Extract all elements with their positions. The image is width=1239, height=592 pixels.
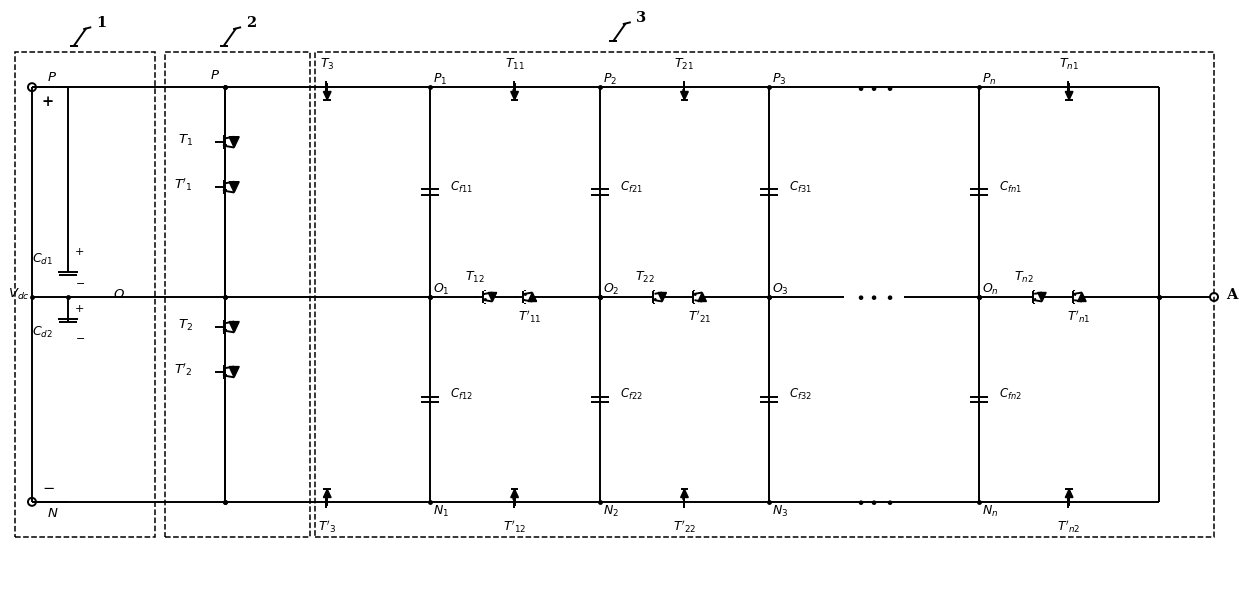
Text: $T'_3$: $T'_3$ <box>318 519 336 535</box>
Text: $C_{fn2}$: $C_{fn2}$ <box>999 387 1022 402</box>
Text: $T'_{n2}$: $T'_{n2}$ <box>1057 519 1080 535</box>
Text: $N_2$: $N_2$ <box>602 504 618 519</box>
Polygon shape <box>223 330 227 331</box>
Polygon shape <box>1072 294 1075 295</box>
Polygon shape <box>223 190 227 191</box>
Polygon shape <box>1066 489 1073 497</box>
Text: $O_2$: $O_2$ <box>602 281 620 297</box>
Polygon shape <box>229 182 239 192</box>
Text: +: + <box>42 95 55 109</box>
Text: A: A <box>1227 288 1238 302</box>
Polygon shape <box>510 489 518 497</box>
Text: $O_1$: $O_1$ <box>432 281 450 297</box>
Text: $T'_{11}$: $T'_{11}$ <box>518 308 541 325</box>
Polygon shape <box>326 89 327 92</box>
Text: $-$: $-$ <box>74 277 85 287</box>
Text: $P$: $P$ <box>47 70 57 83</box>
Text: $C_{d2}$: $C_{d2}$ <box>32 324 53 340</box>
Text: $N_n$: $N_n$ <box>983 504 999 519</box>
Text: $C_{f22}$: $C_{f22}$ <box>620 387 642 402</box>
Text: $T_{22}$: $T_{22}$ <box>634 269 654 285</box>
Text: $T'_2$: $T'_2$ <box>173 362 193 378</box>
Polygon shape <box>229 366 239 377</box>
Polygon shape <box>523 294 527 295</box>
Text: $O_n$: $O_n$ <box>983 281 999 297</box>
Bar <box>15 52 155 537</box>
Polygon shape <box>510 92 518 100</box>
Polygon shape <box>528 292 536 301</box>
Polygon shape <box>1038 292 1046 301</box>
Bar <box>315 52 1214 537</box>
Text: $P_3$: $P_3$ <box>772 72 787 86</box>
Polygon shape <box>653 299 657 300</box>
Polygon shape <box>1068 497 1069 500</box>
Polygon shape <box>683 497 684 500</box>
Polygon shape <box>1068 89 1069 92</box>
Text: $N_3$: $N_3$ <box>772 504 788 519</box>
Text: $O_3$: $O_3$ <box>772 281 789 297</box>
Polygon shape <box>680 489 689 497</box>
Polygon shape <box>513 89 514 92</box>
Text: $P_n$: $P_n$ <box>983 72 996 86</box>
Text: $P_1$: $P_1$ <box>432 72 447 86</box>
Text: $T'_{21}$: $T'_{21}$ <box>688 308 711 325</box>
Text: $V_{dc}$: $V_{dc}$ <box>9 287 30 301</box>
Text: $T'_{n1}$: $T'_{n1}$ <box>1067 308 1092 325</box>
Polygon shape <box>1032 299 1036 300</box>
Text: 3: 3 <box>636 11 646 25</box>
Polygon shape <box>229 321 239 332</box>
Text: $T_{11}$: $T_{11}$ <box>504 57 524 72</box>
Polygon shape <box>483 299 487 300</box>
Text: $\bullet\bullet\bullet$: $\bullet\bullet\bullet$ <box>855 79 893 96</box>
Text: $N_1$: $N_1$ <box>432 504 449 519</box>
Text: $C_{f31}$: $C_{f31}$ <box>789 179 813 195</box>
Text: $C_{f12}$: $C_{f12}$ <box>450 387 472 402</box>
Text: $C_{f32}$: $C_{f32}$ <box>789 387 812 402</box>
Text: $T'_{12}$: $T'_{12}$ <box>503 519 527 535</box>
Text: 1: 1 <box>97 16 107 30</box>
Polygon shape <box>488 292 497 301</box>
Bar <box>165 52 310 537</box>
Text: +: + <box>74 304 84 314</box>
Text: +: + <box>74 247 84 257</box>
Polygon shape <box>693 294 696 295</box>
Polygon shape <box>1078 292 1087 301</box>
Polygon shape <box>323 92 331 100</box>
Text: $-$: $-$ <box>74 332 85 342</box>
Polygon shape <box>658 292 667 301</box>
Text: $O$: $O$ <box>113 288 125 301</box>
Text: $N$: $N$ <box>47 507 58 520</box>
Text: $T_{21}$: $T_{21}$ <box>674 57 694 72</box>
Text: $C_{f11}$: $C_{f11}$ <box>450 179 472 195</box>
Polygon shape <box>1066 92 1073 100</box>
Text: $T'_{22}$: $T'_{22}$ <box>673 519 696 535</box>
Text: $T_2$: $T_2$ <box>178 317 193 333</box>
Polygon shape <box>229 137 239 147</box>
Text: $C_{f21}$: $C_{f21}$ <box>620 179 642 195</box>
Text: $T_3$: $T_3$ <box>320 57 335 72</box>
Text: $\bullet\bullet\bullet$: $\bullet\bullet\bullet$ <box>855 493 893 510</box>
Polygon shape <box>513 497 514 500</box>
Polygon shape <box>683 89 684 92</box>
Text: $P$: $P$ <box>209 69 219 82</box>
Text: $-$: $-$ <box>42 480 55 494</box>
Polygon shape <box>323 489 331 497</box>
Polygon shape <box>326 497 327 500</box>
Text: 2: 2 <box>247 16 256 30</box>
Text: $C_{d1}$: $C_{d1}$ <box>32 252 53 266</box>
Polygon shape <box>223 375 227 376</box>
Polygon shape <box>698 292 706 301</box>
Text: $T_{n1}$: $T_{n1}$ <box>1059 57 1079 72</box>
Text: $T_{n2}$: $T_{n2}$ <box>1015 269 1035 285</box>
Polygon shape <box>680 92 689 100</box>
Text: $\bullet\bullet\bullet$: $\bullet\bullet\bullet$ <box>855 288 893 305</box>
Text: $T_1$: $T_1$ <box>177 133 193 147</box>
Text: $T_{12}$: $T_{12}$ <box>465 269 484 285</box>
Text: $C_{fn1}$: $C_{fn1}$ <box>999 179 1022 195</box>
Text: $P_2$: $P_2$ <box>602 72 617 86</box>
Text: $T'_1$: $T'_1$ <box>173 177 193 194</box>
Polygon shape <box>223 145 227 146</box>
